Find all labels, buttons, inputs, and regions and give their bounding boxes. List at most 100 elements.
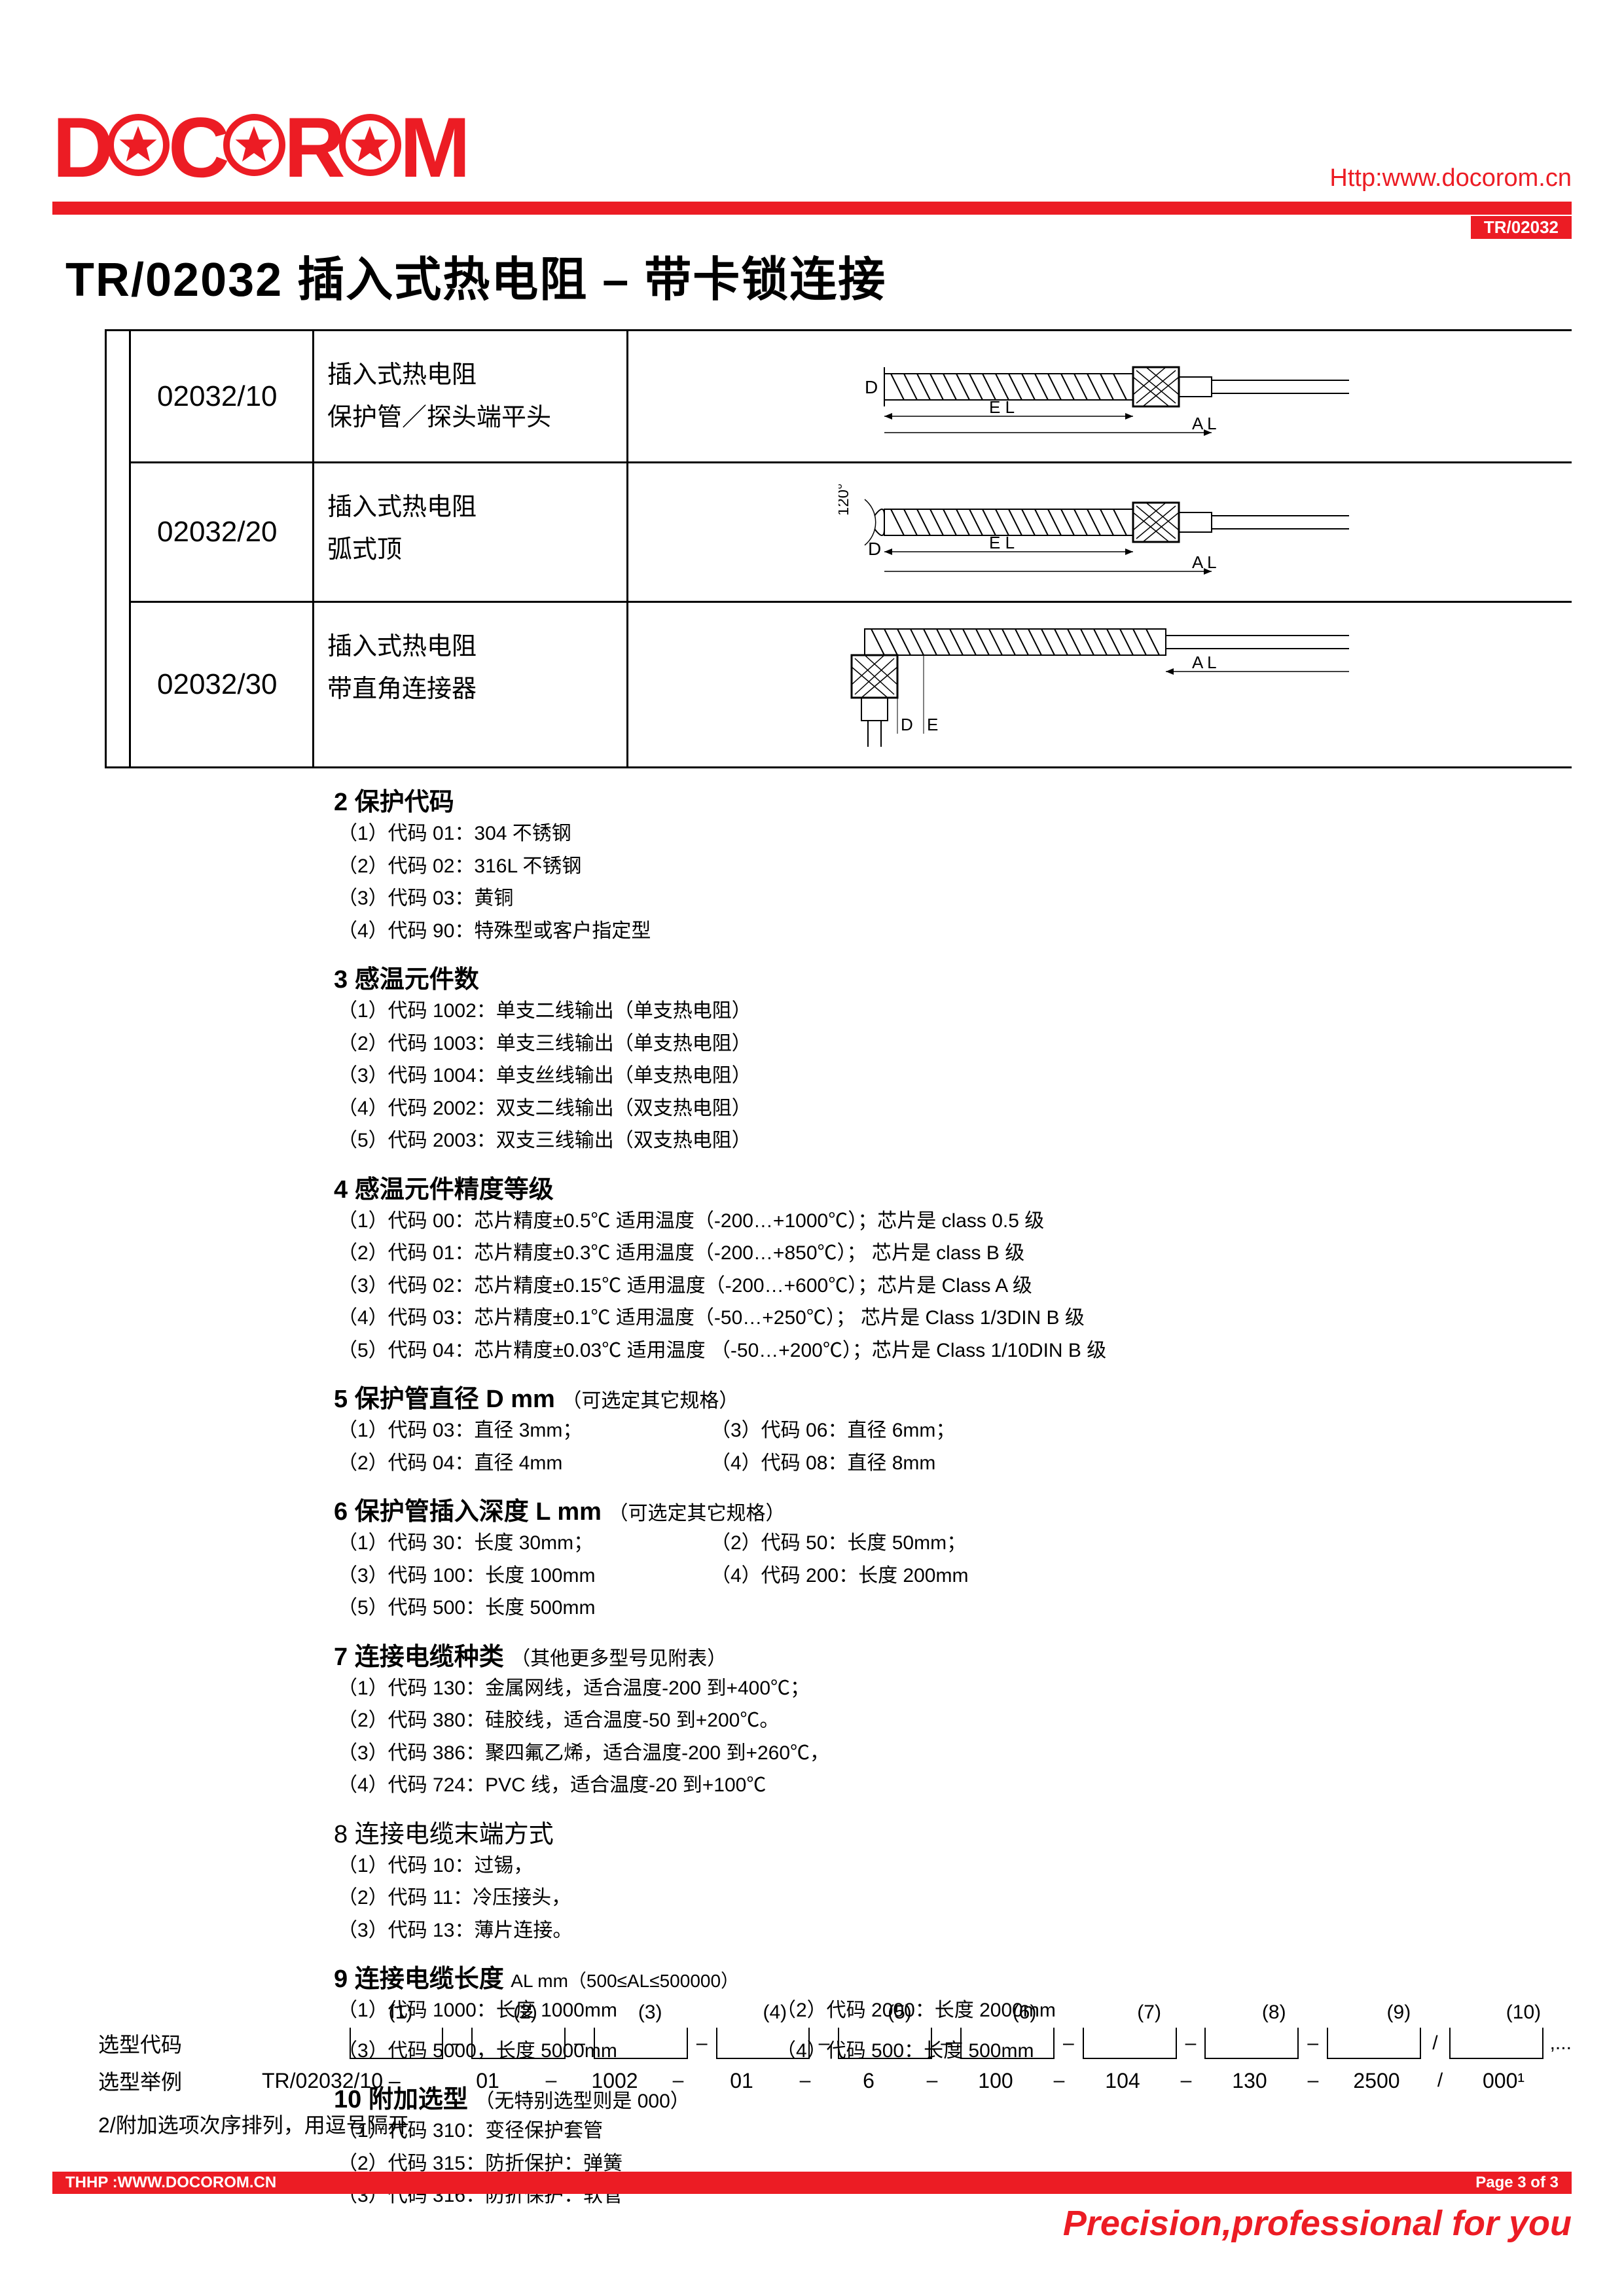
variant-line: 带直角连接器: [327, 668, 613, 711]
spec-item: （3）代码 02：芯片精度±0.15℃ 适用温度（-200…+600℃）；芯片是…: [338, 1270, 1572, 1302]
spec-item: （2）代码 02：316L 不锈钢: [338, 850, 1572, 883]
sel-example-val: 01: [693, 2069, 791, 2093]
variant-row: 02032/20 插入式热电阻 弧式顶: [129, 461, 1572, 601]
spec-item: （2）代码 50：长度 50mm；: [711, 1527, 1047, 1560]
sel-input[interactable]: [1204, 2028, 1299, 2059]
spec-item: （5）代码 2003：双支三线输出（双支热电阻）: [338, 1124, 1572, 1157]
section-head: 8 连接电缆末端方式: [334, 1814, 1572, 1850]
sel-example-val: 6: [820, 2069, 918, 2093]
sel-input[interactable]: [960, 2028, 1055, 2059]
selection-note: 2/附加选项次序排列，用逗号隔开: [98, 2109, 1572, 2139]
spec-item: （3）代码 1004：单支丝线输出（单支热电阻）: [338, 1060, 1572, 1092]
sel-col: (9): [1350, 2001, 1447, 2024]
sel-col: (5): [852, 2001, 948, 2024]
brand-url[interactable]: Http:www.docorom.cn: [1329, 164, 1572, 192]
svg-text:E L: E L: [989, 533, 1015, 552]
spec-item: （4）代码 90：特殊型或客户指定型: [338, 915, 1572, 948]
bracket-icon: [105, 329, 131, 768]
variant-diagram: D E L A L: [626, 331, 1572, 461]
sel-example-val: 104: [1074, 2069, 1172, 2093]
sel-example-prefix: TR/02032/10 –: [262, 2069, 432, 2093]
doc-badge: TR/02032: [1471, 216, 1572, 239]
footer-url: THHP :WWW.DOCOROM.CN: [65, 2174, 276, 2192]
svg-text:120°: 120°: [839, 484, 852, 516]
spec-item: （4）代码 03：芯片精度±0.1℃ 适用温度（-50…+250℃）； 芯片是 …: [338, 1302, 1572, 1335]
spec-item: （2）代码 11：冷压接头，: [338, 1882, 1572, 1914]
spec-item: （1）代码 03：直径 3mm；: [338, 1414, 674, 1447]
variant-row: 02032/10 插入式热电阻 保护管／探头端平头: [129, 329, 1572, 461]
sel-example-val: 01: [439, 2069, 537, 2093]
svg-text:A L: A L: [1192, 414, 1217, 433]
sel-example-val: 130: [1200, 2069, 1299, 2093]
variants-table: 02032/10 插入式热电阻 保护管／探头端平头: [105, 329, 1572, 768]
variant-line: 插入式热电阻: [327, 354, 613, 397]
svg-text:E: E: [927, 715, 938, 734]
selection-area: (1) (2) (3) (4) (5) (6) (7) (8) (9) (10)…: [98, 2001, 1572, 2139]
spec-item: （3）代码 386：聚四氟乙烯，适合温度-200 到+260℃，: [338, 1737, 1572, 1770]
sel-col: (3): [602, 2001, 698, 2024]
variant-diagram: 120° D E L A L: [626, 463, 1572, 601]
sel-label-example: 选型举例: [98, 2066, 216, 2096]
variant-desc: 插入式热电阻 带直角连接器: [312, 603, 626, 766]
selection-header: (1) (2) (3) (4) (5) (6) (7) (8) (9) (10): [295, 2001, 1572, 2024]
section-head: 7 连接电缆种类 （其他更多型号见附表）: [334, 1636, 1572, 1672]
variant-code: 02032/10: [129, 331, 312, 461]
footer-slogan: Precision,professional for you: [0, 2203, 1572, 2244]
section-head: 2 保护代码: [334, 781, 1572, 817]
variant-line: 保护管／探头端平头: [327, 397, 613, 439]
spec-item: （1）代码 130：金属网线，适合温度-200 到+400℃；: [338, 1672, 1572, 1705]
spec-item: （3）代码 06：直径 6mm；: [711, 1414, 1047, 1447]
spec-item: （4）代码 08：直径 8mm: [711, 1447, 1047, 1480]
sel-col: (2): [477, 2001, 573, 2024]
variant-line: 弧式顶: [327, 529, 613, 571]
spec-item: （3）代码 100：长度 100mm: [338, 1560, 674, 1592]
sel-col: (1): [352, 2001, 448, 2024]
variant-line: 插入式热电阻: [327, 486, 613, 529]
spec-item: （5）代码 500：长度 500mm: [338, 1592, 674, 1624]
spec-item: （2）代码 04：直径 4mm: [338, 1447, 674, 1480]
sel-example-val: 000¹: [1454, 2069, 1553, 2093]
spec-item: （4）代码 200：长度 200mm: [711, 1560, 1047, 1592]
section-head: 9 连接电缆长度 AL mm（500≤AL≤500000）: [334, 1958, 1572, 1994]
spec-item: （3）代码 03：黄铜: [338, 882, 1572, 915]
star-icon: [107, 114, 170, 176]
sel-input[interactable]: [1327, 2028, 1421, 2059]
sel-label-code: 选型代码: [98, 2028, 211, 2058]
variant-desc: 插入式热电阻 弧式顶: [312, 463, 626, 601]
spec-item: [711, 1592, 1047, 1624]
sel-input[interactable]: [471, 2028, 566, 2059]
sel-example-val: 100: [947, 2069, 1045, 2093]
spec-item: （4）代码 724：PVC 线，适合温度-20 到+100℃: [338, 1769, 1572, 1802]
spec-item: （1）代码 30：长度 30mm；: [338, 1527, 674, 1560]
spec-item: （1）代码 10：过锡，: [338, 1850, 1572, 1882]
sel-input[interactable]: [594, 2028, 688, 2059]
variant-row: 02032/30 插入式热电阻 带直角连接器 A L: [129, 601, 1572, 768]
spec-item: （1）代码 00：芯片精度±0.5℃ 适用温度（-200…+1000℃）；芯片是…: [338, 1205, 1572, 1238]
svg-text:A L: A L: [1192, 552, 1217, 572]
spec-item: （5）代码 04：芯片精度±0.03℃ 适用温度 （-50…+200℃）；芯片是…: [338, 1335, 1572, 1367]
footer: THHP :WWW.DOCOROM.CN Page 3 of 3 Precisi…: [0, 2172, 1624, 2244]
section-head: 3 感温元件数: [334, 959, 1572, 995]
spec-sections: 2 保护代码 （1）代码 01：304 不锈钢 （2）代码 02：316L 不锈…: [334, 781, 1572, 2212]
section-head: 4 感温元件精度等级: [334, 1169, 1572, 1205]
spec-item: （2）代码 380：硅胶线，适合温度-50 到+200℃。: [338, 1704, 1572, 1737]
sel-input[interactable]: [350, 2028, 444, 2059]
sel-col: (6): [976, 2001, 1072, 2024]
spec-item: （4）代码 2002：双支二线输出（双支热电阻）: [338, 1092, 1572, 1125]
sel-example-val: 1002: [566, 2069, 664, 2093]
spec-item: （2）代码 1003：单支三线输出（单支热电阻）: [338, 1028, 1572, 1060]
svg-text:D: D: [868, 539, 881, 559]
sel-col: (7): [1101, 2001, 1197, 2024]
sel-input[interactable]: [716, 2028, 810, 2059]
sel-input[interactable]: [1083, 2028, 1177, 2059]
spec-item: （1）代码 01：304 不锈钢: [338, 817, 1572, 850]
variant-diagram: A L D E: [626, 603, 1572, 766]
star-icon: [223, 114, 285, 176]
svg-text:A L: A L: [1192, 653, 1217, 672]
sel-input[interactable]: [1449, 2028, 1543, 2059]
variant-code: 02032/30: [129, 603, 312, 766]
variant-line: 插入式热电阻: [327, 626, 613, 668]
spec-item: （3）代码 13：薄片连接。: [338, 1914, 1572, 1947]
spec-item: （2）代码 01：芯片精度±0.3℃ 适用温度（-200…+850℃）； 芯片是…: [338, 1237, 1572, 1270]
sel-input[interactable]: [838, 2028, 932, 2059]
